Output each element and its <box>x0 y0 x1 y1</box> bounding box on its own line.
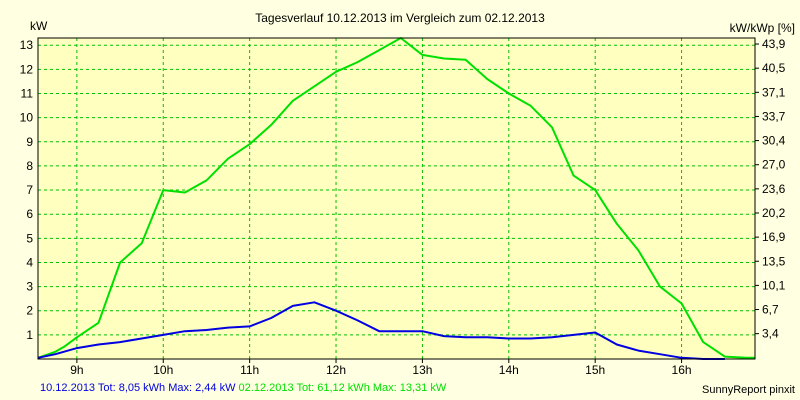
series-line-blue <box>37 301 725 360</box>
y-tick-label-left: 6 <box>26 207 33 221</box>
y-tick-label-left: 2 <box>26 304 33 318</box>
y-tick-label-right: 37,1 <box>762 85 786 99</box>
y-tick-label-right: 40,5 <box>762 61 786 75</box>
y-tick-label-right: 43,9 <box>762 37 786 51</box>
y-tick-label-left: 12 <box>20 62 34 76</box>
x-tick-label: 10h <box>153 363 173 377</box>
y-axis-label-left: kW <box>30 19 48 33</box>
y-tick-label-left: 11 <box>21 87 34 101</box>
x-tick-label: 9h <box>70 363 83 377</box>
y-tick-label-left: 5 <box>26 231 33 245</box>
y-tick-label-left: 1 <box>26 328 33 342</box>
y-tick-label-right: 16,9 <box>762 230 786 244</box>
plot-frame <box>37 37 756 360</box>
y-tick-label-left: 13 <box>20 38 34 52</box>
y-tick-label-right: 13,5 <box>762 254 786 268</box>
plot-area <box>38 38 755 359</box>
chart-title: Tagesverlauf 10.12.2013 im Vergleich zum… <box>255 11 545 25</box>
x-tick-label: 11h <box>240 363 259 377</box>
x-tick-label: 16h <box>672 363 692 377</box>
y-tick-label-left: 9 <box>26 135 33 149</box>
y-tick-label-right: 3,4 <box>762 327 779 341</box>
y-tick-label-right: 20,2 <box>762 206 786 220</box>
y-tick-label-left: 8 <box>26 159 33 173</box>
x-tick-label: 14h <box>499 363 519 377</box>
legend-entry-green: 02.12.2013 Tot: 61,12 kWh Max: 13,31 kW <box>238 382 447 394</box>
y-tick-label-right: 6,7 <box>762 303 779 317</box>
legend: 10.12.2013 Tot: 8,05 kWh Max: 2,44 kW 02… <box>40 382 446 394</box>
y-tick-label-right: 30,4 <box>762 134 786 148</box>
y-tick-label-right: 10,1 <box>762 278 786 292</box>
y-tick-label-right: 23,6 <box>762 182 786 196</box>
y-tick-label-right: 33,7 <box>762 109 786 123</box>
credit-text: SunnyReport pinxit <box>702 384 795 396</box>
y-tick-label-right: 27,0 <box>762 158 786 172</box>
x-tick-label: 15h <box>585 363 605 377</box>
x-tick-label: 12h <box>326 363 346 377</box>
legend-entry-blue: 10.12.2013 Tot: 8,05 kWh Max: 2,44 kW <box>40 382 236 394</box>
y-tick-label-left: 4 <box>26 255 33 269</box>
x-tick-label: 13h <box>412 363 432 377</box>
y-tick-label-left: 3 <box>26 280 33 294</box>
y-tick-label-left: 7 <box>26 183 33 197</box>
series-line-green <box>37 37 755 359</box>
y-tick-label-left: 10 <box>20 111 34 125</box>
y-axis-label-right: kW/kWp [%] <box>730 21 795 35</box>
tick-labels: 9h 10h 11h 12h 13h 14h 15h 16h12345678910111213… <box>20 37 786 377</box>
series-layer <box>37 37 755 360</box>
